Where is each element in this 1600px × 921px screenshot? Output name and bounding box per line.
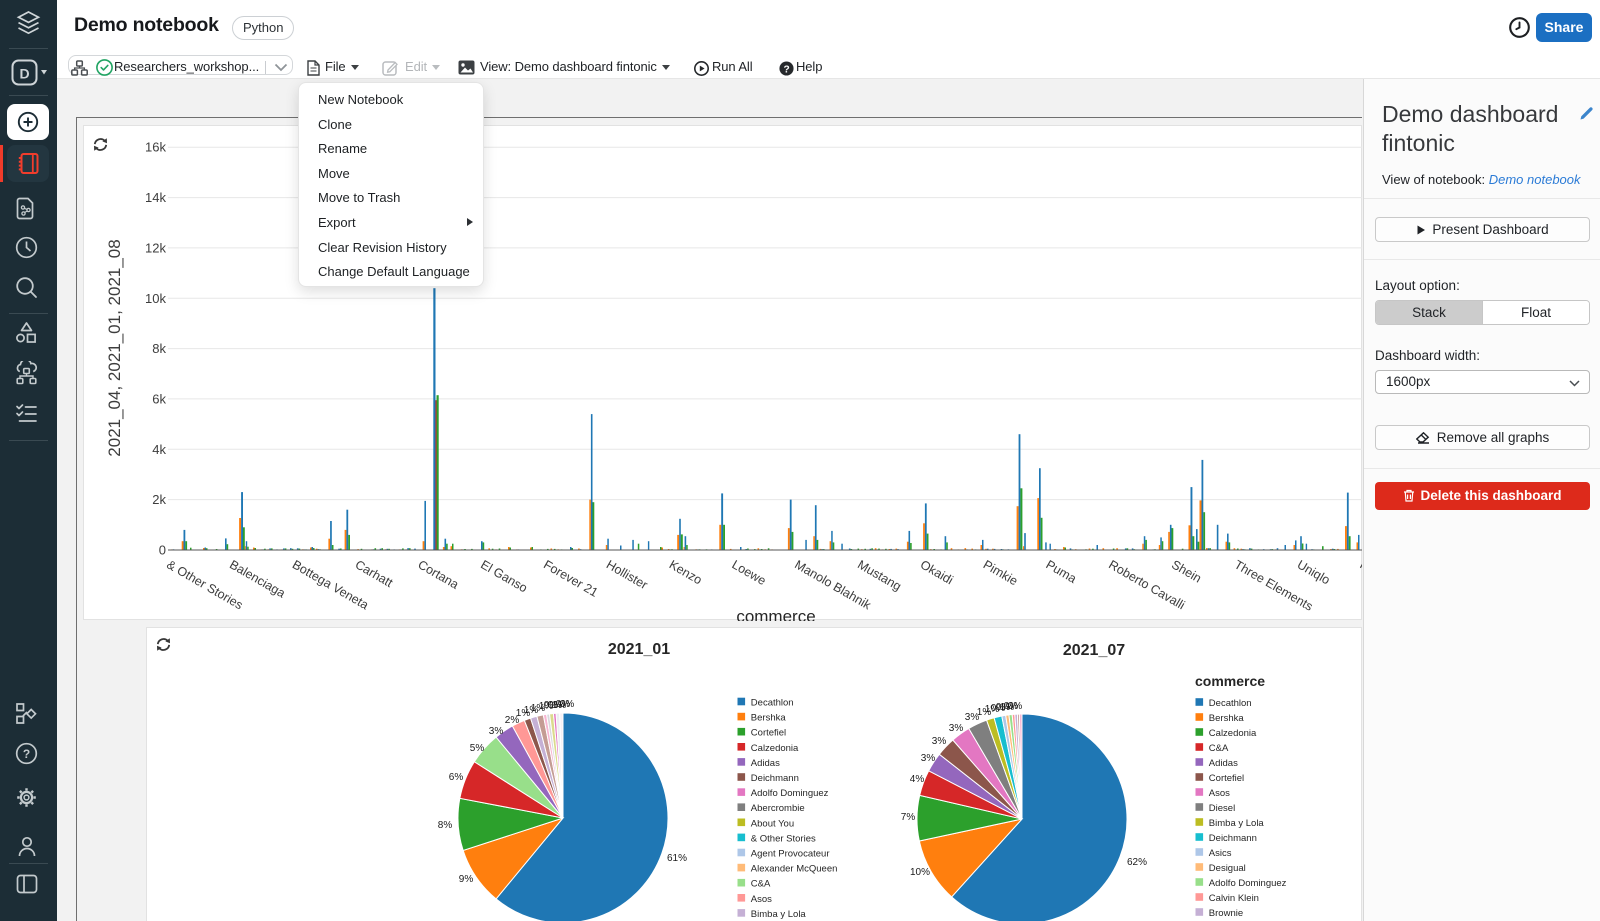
svg-text:Kiabi: Kiabi — [1358, 557, 1363, 583]
svg-text:Asos: Asos — [1209, 788, 1230, 799]
svg-text:Agent Provocateur: Agent Provocateur — [751, 849, 830, 860]
svg-text:0%: 0% — [544, 700, 559, 711]
svg-text:1%: 1% — [552, 700, 567, 711]
svg-text:Decathlon: Decathlon — [1209, 698, 1252, 709]
svg-text:?: ? — [783, 64, 789, 75]
svg-text:Forever 21: Forever 21 — [541, 557, 600, 599]
svg-text:Loewe: Loewe — [730, 557, 769, 588]
svg-text:Puma: Puma — [1044, 557, 1079, 585]
svg-text:Hollister: Hollister — [604, 557, 650, 592]
svg-text:7%: 7% — [901, 812, 916, 823]
svg-text:0%: 0% — [1008, 701, 1023, 712]
svg-text:62%: 62% — [1127, 857, 1147, 868]
svg-text:commerce: commerce — [1195, 673, 1265, 689]
svg-text:C&A: C&A — [1209, 743, 1229, 754]
svg-text:3%: 3% — [965, 712, 980, 723]
svg-text:0: 0 — [159, 543, 166, 558]
svg-text:About You: About You — [751, 818, 794, 829]
svg-text:10k: 10k — [145, 291, 166, 306]
svg-text:8k: 8k — [152, 341, 166, 356]
svg-text:0%: 0% — [560, 699, 575, 710]
svg-text:Shein: Shein — [1169, 557, 1204, 585]
svg-text:Asics: Asics — [1209, 848, 1232, 859]
svg-text:10%: 10% — [910, 867, 930, 878]
svg-text:Bimba y Lola: Bimba y Lola — [751, 909, 807, 920]
svg-text:Calvin Klein: Calvin Klein — [1209, 893, 1259, 904]
svg-text:Abercrombie: Abercrombie — [751, 803, 805, 814]
svg-text:Adidas: Adidas — [751, 758, 780, 769]
svg-text:2021_04, 2021_01, 2021_08: 2021_04, 2021_01, 2021_08 — [105, 239, 124, 456]
svg-text:4%: 4% — [910, 774, 925, 785]
svg-text:Deichmann: Deichmann — [1209, 833, 1257, 844]
svg-text:Uniqlo: Uniqlo — [1295, 557, 1333, 587]
svg-text:D: D — [19, 66, 29, 82]
svg-text:El Ganso: El Ganso — [478, 557, 530, 595]
svg-text:61%: 61% — [667, 853, 687, 864]
svg-text:Adolfo Dominguez: Adolfo Dominguez — [751, 788, 829, 799]
svg-text:Calzedonia: Calzedonia — [751, 743, 799, 754]
svg-text:Bimba y Lola: Bimba y Lola — [1209, 818, 1265, 829]
svg-text:Kenzo: Kenzo — [667, 557, 705, 587]
svg-text:Brownie: Brownie — [1209, 908, 1243, 919]
svg-text:12k: 12k — [145, 240, 166, 255]
svg-text:Bershka: Bershka — [1209, 713, 1245, 724]
svg-text:Alexander McQueen: Alexander McQueen — [751, 864, 838, 875]
svg-text:Okaidi: Okaidi — [918, 557, 956, 587]
svg-text:C&A: C&A — [751, 879, 771, 890]
svg-text:1%: 1% — [531, 703, 546, 714]
svg-text:2%: 2% — [505, 715, 520, 726]
svg-text:Asos: Asos — [751, 894, 772, 905]
svg-text:& Other Stories: & Other Stories — [751, 833, 816, 844]
svg-text:Adidas: Adidas — [1209, 758, 1238, 769]
svg-text:?: ? — [23, 747, 30, 761]
svg-text:3%: 3% — [489, 726, 504, 737]
svg-text:Diesel: Diesel — [1209, 803, 1235, 814]
svg-text:0%: 0% — [1004, 701, 1019, 712]
svg-text:2k: 2k — [152, 492, 166, 507]
svg-text:Carhatt: Carhatt — [353, 557, 396, 590]
svg-text:Adolfo Dominguez: Adolfo Dominguez — [1209, 878, 1287, 889]
svg-text:Cortana: Cortana — [416, 557, 462, 591]
svg-text:2021_01: 2021_01 — [608, 641, 670, 658]
svg-text:2021_07: 2021_07 — [1063, 642, 1125, 659]
svg-text:1%: 1% — [985, 704, 1000, 715]
svg-text:1%: 1% — [1000, 702, 1015, 713]
svg-text:Cortefiel: Cortefiel — [751, 728, 786, 739]
svg-text:commerce: commerce — [736, 607, 815, 621]
svg-text:16k: 16k — [145, 140, 166, 155]
svg-text:Mustang: Mustang — [855, 557, 904, 593]
svg-text:3%: 3% — [949, 723, 964, 734]
svg-text:6%: 6% — [449, 772, 464, 783]
svg-text:1%: 1% — [516, 708, 531, 719]
svg-text:14k: 14k — [145, 190, 166, 205]
svg-text:5%: 5% — [470, 743, 485, 754]
svg-text:Bershka: Bershka — [751, 713, 787, 724]
svg-text:0%: 0% — [991, 703, 1006, 714]
svg-text:3%: 3% — [921, 753, 936, 764]
svg-text:0%: 0% — [556, 699, 571, 710]
svg-text:Desigual: Desigual — [1209, 863, 1246, 874]
svg-text:9%: 9% — [459, 874, 474, 885]
svg-text:1%: 1% — [977, 707, 992, 718]
svg-text:Pimkie: Pimkie — [981, 557, 1021, 588]
svg-text:Calzedonia: Calzedonia — [1209, 728, 1257, 739]
svg-text:Decathlon: Decathlon — [751, 698, 794, 709]
svg-text:8%: 8% — [438, 820, 453, 831]
svg-text:0%: 0% — [996, 702, 1011, 713]
svg-text:0%: 0% — [548, 700, 563, 711]
svg-text:1%: 1% — [539, 701, 554, 712]
svg-text:3%: 3% — [932, 736, 947, 747]
svg-text:Deichmann: Deichmann — [751, 773, 799, 784]
svg-text:6k: 6k — [152, 391, 166, 406]
svg-text:1%: 1% — [524, 705, 539, 716]
svg-text:4k: 4k — [152, 442, 166, 457]
svg-text:Cortefiel: Cortefiel — [1209, 773, 1244, 784]
